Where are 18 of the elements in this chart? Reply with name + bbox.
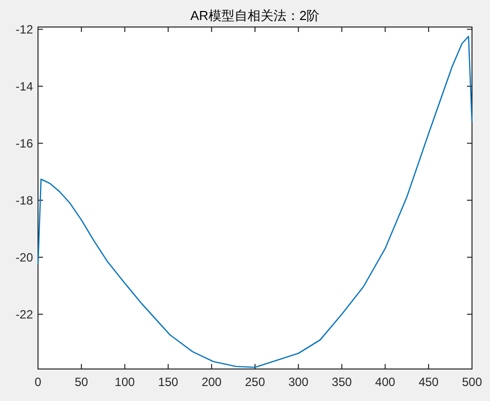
- x-tick-label: 350: [332, 375, 352, 389]
- x-tick-label: 150: [158, 375, 179, 389]
- y-tick-label: -12: [16, 22, 34, 36]
- x-tick-label: 250: [244, 375, 266, 389]
- y-tick-label: -20: [16, 250, 34, 264]
- x-tick-label: 0: [34, 375, 42, 389]
- y-tick-label: -16: [16, 136, 34, 150]
- x-tick-label: 400: [375, 375, 396, 389]
- x-tick-label: 50: [74, 375, 88, 389]
- x-tick-label: 450: [418, 375, 439, 389]
- y-tick-label: -22: [16, 307, 34, 322]
- x-tick-label: 300: [288, 375, 309, 389]
- x-tick-label: 500: [462, 375, 482, 389]
- y-tick-label: -14: [16, 79, 34, 94]
- y-tick-label: -18: [16, 193, 34, 208]
- chart-title: AR模型自相关法：2阶: [190, 8, 320, 23]
- x-tick-label: 200: [202, 375, 222, 389]
- x-tick-label: 100: [114, 375, 136, 389]
